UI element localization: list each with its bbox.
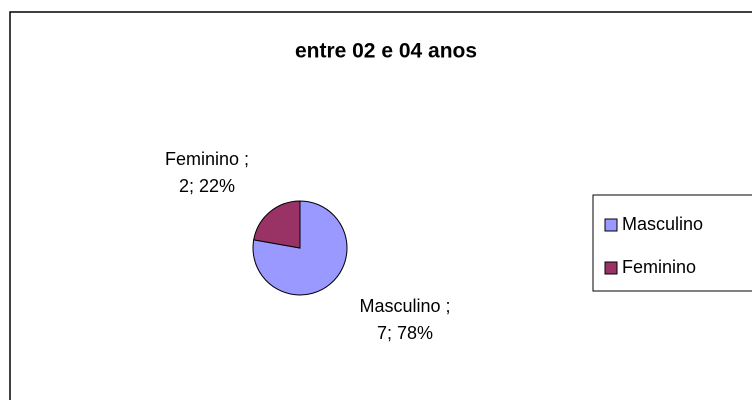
legend-label: Masculino <box>622 214 703 234</box>
legend-swatch <box>604 261 618 275</box>
data-label: 2; 22% <box>179 176 235 196</box>
pie-slice <box>253 200 301 249</box>
chart-title: entre 02 e 04 anos <box>295 40 477 63</box>
data-label-name: Feminino ; <box>165 149 249 169</box>
legend-label: Feminino <box>622 257 696 277</box>
data-label: 7; 78% <box>377 323 433 343</box>
legend-box <box>592 194 752 292</box>
data-label-name: Masculino ; <box>359 296 450 316</box>
legend-swatch <box>604 218 618 232</box>
